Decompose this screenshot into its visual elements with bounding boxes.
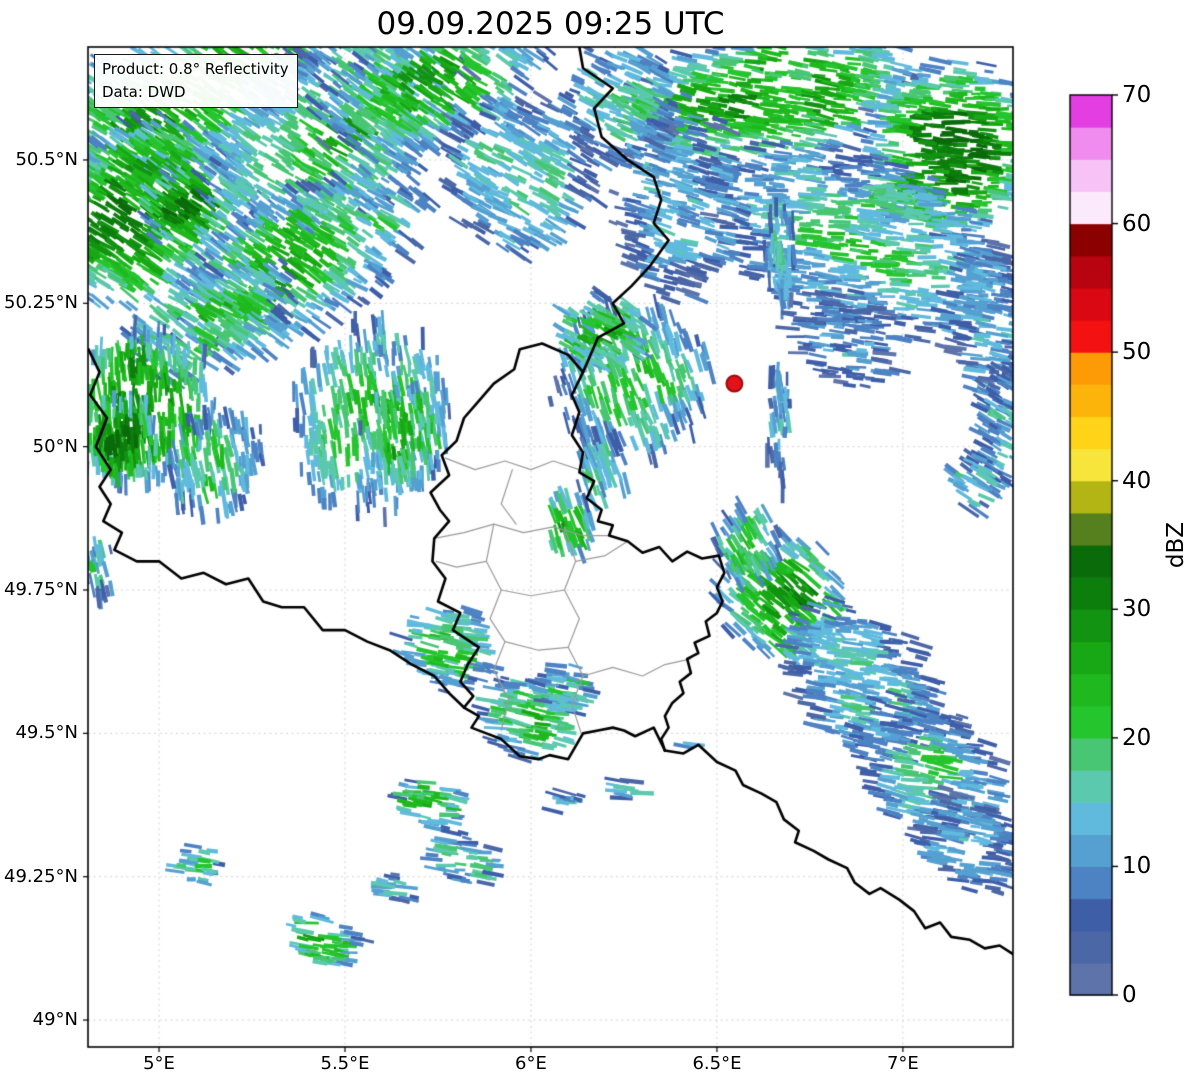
data-source-line: Data: DWD — [102, 82, 186, 101]
product-line: Product: 0.8° Reflectivity — [102, 60, 289, 78]
y-tick-label: 49.5°N — [15, 722, 78, 744]
colorbar-tick-label: 10 — [1122, 853, 1152, 880]
y-tick-label: 49°N — [32, 1009, 78, 1031]
colorbar-tick-label: 70 — [1122, 82, 1152, 108]
colorbar-tick-label: 30 — [1122, 596, 1152, 623]
colorbar-tick-label: 50 — [1122, 339, 1152, 366]
y-tick-label: 49.75°N — [4, 579, 78, 600]
y-tick-label: 50°N — [32, 435, 78, 457]
x-tick-label: 7°E — [886, 1053, 919, 1074]
colorbar-tick-label: 40 — [1122, 467, 1152, 494]
colorbar-tick-label: 60 — [1122, 210, 1152, 237]
x-tick-label: 6°E — [515, 1053, 547, 1074]
x-tick-label: 5.5°E — [320, 1053, 370, 1074]
colorbar-tick-label: 0 — [1122, 982, 1137, 1008]
colorbar-axis-label: dBZ — [1163, 521, 1189, 569]
x-tick-label: 5°E — [143, 1053, 175, 1074]
colorbar-tick-label: 20 — [1122, 724, 1152, 751]
y-tick-label: 49.25°N — [4, 865, 78, 887]
y-tick-label: 50.25°N — [4, 292, 78, 314]
plot-title: 09.09.2025 09:25 UTC — [376, 6, 725, 42]
x-tick-label: 6.5°E — [692, 1053, 742, 1074]
y-tick-label: 50.5°N — [15, 148, 78, 170]
product-annotation-box: Product: 0.8° Reflectivity Data: DWD — [94, 54, 298, 108]
